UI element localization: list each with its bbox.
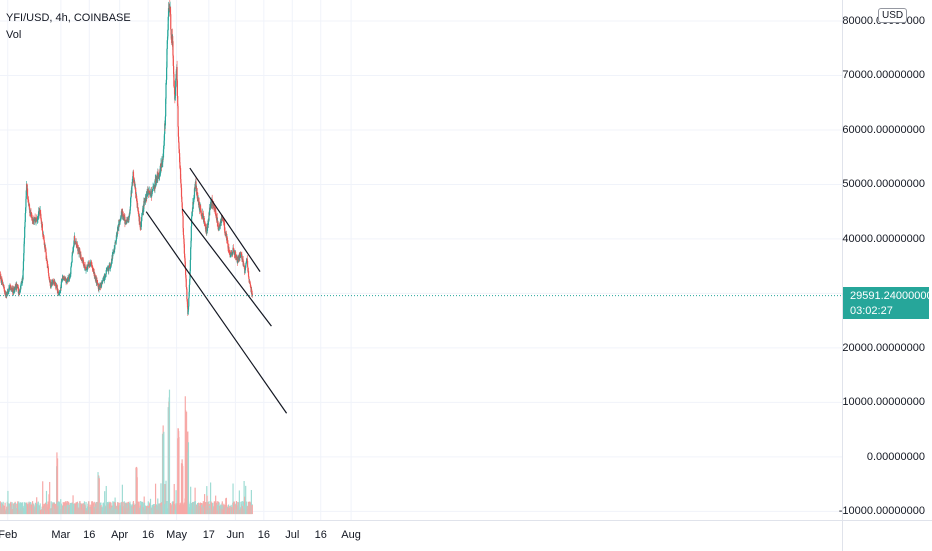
candle-body bbox=[70, 267, 71, 274]
volume-bar bbox=[252, 505, 253, 514]
price-tick-label: 70000.00000000 bbox=[842, 69, 925, 81]
candle-body bbox=[181, 197, 182, 202]
candle-body bbox=[167, 30, 168, 36]
candle-body bbox=[247, 261, 248, 267]
candle-body bbox=[42, 224, 43, 230]
candle-body bbox=[170, 14, 171, 29]
volume-bar bbox=[163, 432, 164, 514]
candles bbox=[0, 0, 253, 316]
price-tick-label: 20000.00000000 bbox=[842, 342, 925, 354]
candle-body bbox=[164, 134, 165, 141]
candle-body bbox=[172, 41, 173, 55]
price-tick-label: 40000.00000000 bbox=[842, 233, 925, 245]
time-tick-label: Feb bbox=[0, 529, 17, 541]
candle-body bbox=[244, 270, 245, 273]
candle-body bbox=[141, 221, 142, 227]
trendline-1[interactable] bbox=[146, 212, 286, 414]
time-tick-label: 16 bbox=[258, 529, 270, 541]
candle-body bbox=[23, 270, 24, 279]
price-tick-label: 50000.00000000 bbox=[842, 178, 925, 190]
candle-body bbox=[166, 67, 167, 79]
candle-body bbox=[51, 286, 52, 287]
time-tick-label: Aug bbox=[341, 529, 361, 541]
time-axis[interactable]: Feb Mar 16 Apr 16 May 17 Jun 16 Jul 16 Aug bbox=[0, 520, 842, 551]
price-tick-label: 60000.00000000 bbox=[842, 124, 925, 136]
candle-body bbox=[182, 216, 183, 228]
candle-body bbox=[186, 289, 187, 299]
time-tick-label: 17 bbox=[203, 529, 215, 541]
candle-body bbox=[176, 67, 177, 80]
symbol-info[interactable]: YFI/USD, 4h, COINBASE bbox=[6, 10, 131, 27]
candle-body bbox=[24, 222, 25, 227]
trendline-3[interactable] bbox=[182, 209, 271, 326]
volume-indicator-label[interactable]: Vol bbox=[6, 27, 131, 44]
candle-body bbox=[165, 83, 166, 99]
candle-body bbox=[186, 279, 187, 287]
price-tick-label: -10000.00000000 bbox=[839, 505, 925, 517]
last-price-value: 29591.24000000 bbox=[850, 289, 929, 304]
volume-bars bbox=[0, 390, 253, 514]
candle-body bbox=[189, 285, 190, 292]
candle-body bbox=[175, 87, 176, 96]
trendline-2[interactable] bbox=[190, 168, 260, 272]
time-tick-label: Apr bbox=[111, 529, 128, 541]
bar-countdown: 03:02:27 bbox=[850, 304, 929, 319]
candle-body bbox=[248, 271, 249, 276]
time-tick-label: May bbox=[166, 529, 187, 541]
chart-legend: YFI/USD, 4h, COINBASE Vol bbox=[6, 10, 131, 44]
price-tick-label: 0.00000000 bbox=[867, 451, 925, 463]
candle-body bbox=[177, 106, 178, 126]
currency-badge[interactable]: USD bbox=[878, 8, 907, 23]
last-price-label: 29591.24000000 03:02:27 bbox=[843, 287, 929, 319]
time-tick-label: Jul bbox=[285, 529, 299, 541]
candle-body bbox=[188, 298, 189, 307]
time-tick-label: 16 bbox=[315, 529, 327, 541]
candle-body bbox=[181, 188, 182, 197]
price-axis[interactable]: 80000.0000000070000.0000000060000.000000… bbox=[842, 0, 932, 520]
candle-body bbox=[190, 247, 191, 260]
volume-bar bbox=[188, 442, 189, 514]
volume-bar bbox=[169, 390, 170, 514]
volume-bar bbox=[178, 437, 179, 514]
time-tick-label: 16 bbox=[83, 529, 95, 541]
candle-body bbox=[27, 188, 28, 196]
time-tick-label: 16 bbox=[142, 529, 154, 541]
candle-body bbox=[25, 213, 26, 222]
candle-body bbox=[190, 260, 191, 271]
plot-svg[interactable] bbox=[0, 0, 842, 520]
candle-body bbox=[25, 199, 26, 208]
time-tick-label: Jun bbox=[227, 529, 245, 541]
time-tick-label: Mar bbox=[51, 529, 70, 541]
candle-body bbox=[247, 259, 248, 261]
candle-body bbox=[191, 226, 192, 241]
axis-corner bbox=[842, 520, 932, 551]
price-tick-label: 10000.00000000 bbox=[842, 396, 925, 408]
candle-body bbox=[182, 213, 183, 216]
candle-body bbox=[72, 255, 73, 262]
candle-body bbox=[24, 227, 25, 238]
